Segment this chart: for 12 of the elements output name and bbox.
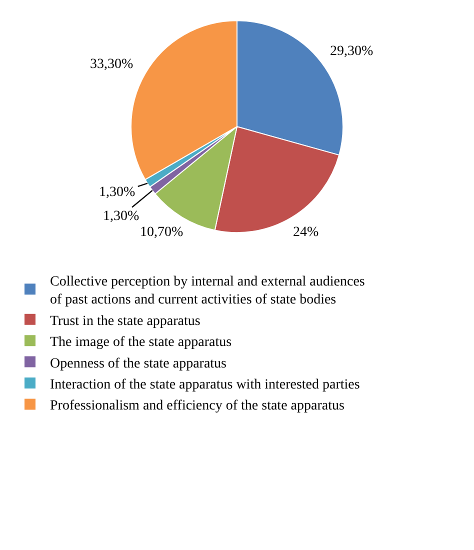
data-label: 10,70% bbox=[140, 225, 184, 240]
legend-label: Trust in the state apparatus bbox=[50, 314, 200, 329]
data-label: 1,30% bbox=[99, 185, 136, 200]
data-label: 33,30% bbox=[90, 57, 134, 72]
legend-label: Professionalism and efficiency of the state apparatus bbox=[50, 398, 344, 414]
legend-label: The image of the state apparatus bbox=[50, 335, 232, 350]
legend-label: Collective perception by internal and external audiences of past actions and current activities of state bodies bbox=[50, 274, 365, 308]
legend-label: Openness of the state apparatus bbox=[50, 356, 226, 372]
data-label: 24% bbox=[293, 225, 319, 240]
legend-label: Interaction of the state apparatus with interested parties bbox=[50, 377, 360, 392]
data-label: 1,30% bbox=[103, 209, 140, 224]
data-label: 29,30% bbox=[330, 44, 374, 59]
